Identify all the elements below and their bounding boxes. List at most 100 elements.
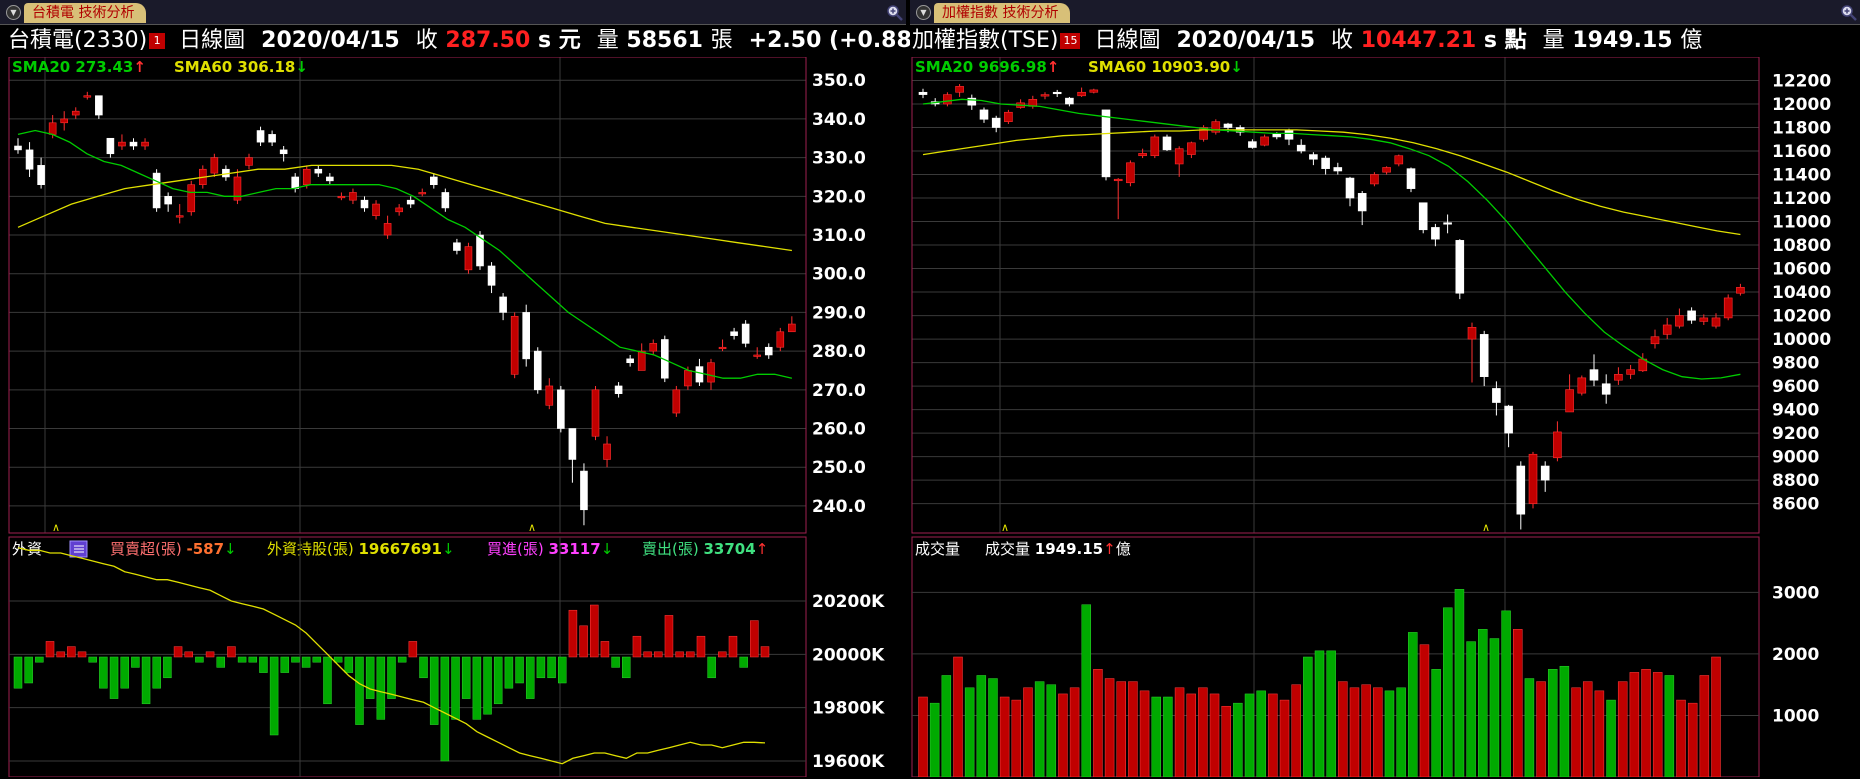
candle-body xyxy=(649,343,658,352)
candle-body xyxy=(1662,324,1672,335)
candle-body xyxy=(464,246,473,271)
net-bar xyxy=(269,656,279,736)
volume-bar xyxy=(1396,687,1406,777)
right-tab-menu-button[interactable]: ▼ xyxy=(916,5,931,20)
net-bar xyxy=(643,651,652,658)
volume-bar xyxy=(1641,669,1651,777)
right-stock-name: 加權指數(TSE) xyxy=(912,28,1059,53)
net-bar xyxy=(131,656,140,668)
y-tick-label: 330.0 xyxy=(812,149,866,169)
net-bar xyxy=(152,656,161,689)
left-tab-menu-button[interactable]: ▼ xyxy=(6,5,21,20)
candle-body xyxy=(1492,388,1501,403)
net-bar xyxy=(622,656,631,679)
candle-body xyxy=(522,312,531,360)
right-tab[interactable]: 加權指數 技術分析 xyxy=(934,3,1071,23)
y-tick-label: 10200 xyxy=(1772,307,1831,327)
volume-bar xyxy=(1314,650,1325,777)
left-close-value: 287.50 xyxy=(445,28,531,53)
volume-bar xyxy=(918,696,928,777)
y-tick-label: 11600 xyxy=(1772,142,1831,162)
y-tick-label: 10000 xyxy=(1772,330,1831,350)
candle-body xyxy=(268,134,276,143)
net-bar xyxy=(590,604,599,658)
left-sma20-line xyxy=(17,129,793,379)
candle-body xyxy=(568,428,577,460)
candle-body xyxy=(1150,136,1160,157)
candle-body xyxy=(1406,168,1416,189)
net-bar xyxy=(355,656,364,725)
candle-body xyxy=(360,199,369,209)
net-bar xyxy=(88,656,97,663)
candle-body xyxy=(1479,334,1489,377)
volume-bar xyxy=(1209,693,1220,777)
candle-body xyxy=(37,165,45,186)
left-chart[interactable]: 350.0 340.0 330.0 320.0 310.0 300.0 290.0 280.0… xyxy=(0,57,906,777)
net-bar xyxy=(205,651,215,658)
candle-body xyxy=(1174,148,1184,165)
volume-bar xyxy=(1617,681,1628,777)
net-bar xyxy=(35,656,44,663)
right-chart[interactable]: 12200 12000 11800 11600 11400 11200 11000 10800… xyxy=(910,57,1860,777)
volume-bar xyxy=(1606,699,1616,777)
right-sma20-label: SMA20 9696.98↑ xyxy=(915,58,1059,76)
net-bar xyxy=(163,656,172,679)
y-tick-label: 9600 xyxy=(1772,377,1819,397)
right-volume-legend: 成交量 1949.15↑億 xyxy=(985,540,1131,558)
candle-body xyxy=(406,199,415,205)
right-marker-a-1: ∧ xyxy=(1001,521,1009,534)
y-tick-label: 250.0 xyxy=(812,458,866,478)
candle-body xyxy=(1284,129,1294,140)
net-bar xyxy=(429,656,439,725)
left-hold-legend: 外資持股(張) 19667691↓ xyxy=(267,540,455,558)
candle-body xyxy=(118,141,126,147)
volume-bar xyxy=(1163,696,1173,777)
volume-bar xyxy=(1326,650,1336,777)
volume-bar xyxy=(964,687,975,777)
right-close-value: 10447.21 xyxy=(1360,28,1477,53)
left-quote-header: 台積電(2330) 1 日線圖 2020/04/15 收 287.50 s 元量 585… xyxy=(8,26,944,56)
candle-body xyxy=(545,385,554,406)
candle-body xyxy=(776,331,785,348)
candle-body xyxy=(557,389,565,429)
volume-bar xyxy=(1513,629,1523,777)
net-bar xyxy=(195,656,204,663)
candle-body xyxy=(279,149,288,155)
candle-body xyxy=(1040,94,1050,97)
net-bar xyxy=(739,656,748,668)
candle-body xyxy=(660,339,669,379)
candle-body xyxy=(591,389,600,437)
volume-bar xyxy=(941,675,952,777)
candle-body xyxy=(1162,136,1172,151)
candle-body xyxy=(788,323,796,333)
vol-tick-label: 2000 xyxy=(1772,645,1819,665)
net-bar xyxy=(99,656,108,689)
volume-bar xyxy=(1233,702,1243,777)
volume-bar xyxy=(1408,632,1418,777)
candle-body xyxy=(1345,177,1355,199)
candle-body xyxy=(1211,121,1221,133)
candle-body xyxy=(695,366,704,383)
left-sub-settings-icon[interactable] xyxy=(69,540,88,558)
candle-body xyxy=(1455,240,1465,294)
candle-body xyxy=(383,223,392,236)
candle-body xyxy=(187,184,196,213)
vol-tick-label: 3000 xyxy=(1772,583,1819,603)
volume-bar xyxy=(1431,669,1441,777)
candle-body xyxy=(1004,111,1013,122)
right-zoom-icon[interactable] xyxy=(1840,4,1857,21)
candle-body xyxy=(943,94,952,105)
candle-body xyxy=(1357,193,1367,212)
candle-body xyxy=(418,192,427,195)
candle-body xyxy=(395,207,403,213)
sub-y-tick-label: 19800K xyxy=(812,699,885,719)
net-bar xyxy=(45,641,55,658)
candle-body xyxy=(1113,178,1123,182)
left-tab[interactable]: 台積電 技術分析 xyxy=(24,3,147,23)
candle-body xyxy=(256,130,265,143)
left-zoom-icon[interactable] xyxy=(886,4,903,21)
volume-bar xyxy=(1291,684,1301,777)
net-bar xyxy=(696,635,706,658)
candle-body xyxy=(164,196,172,205)
net-bar xyxy=(227,646,236,658)
